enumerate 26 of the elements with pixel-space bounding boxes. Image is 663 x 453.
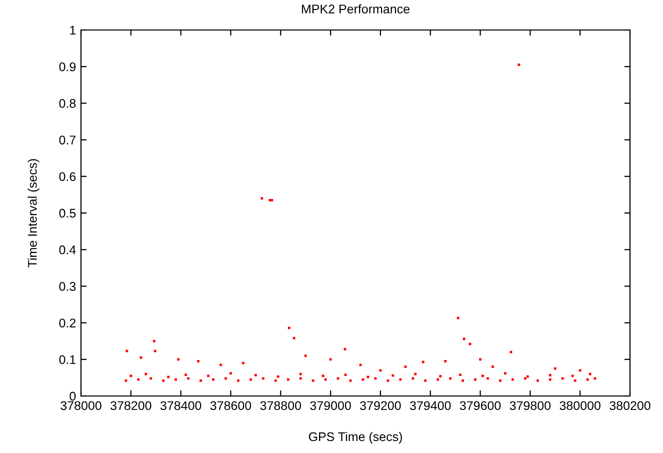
y-tick-label: 0 <box>70 392 76 401</box>
x-tick-label: 379600 <box>460 401 501 410</box>
x-tick-label: 378000 <box>60 401 102 410</box>
y-tick-label: 0.6 <box>59 172 76 182</box>
y-tick-label: 1 <box>70 26 76 35</box>
x-tick-label: 378800 <box>260 401 302 410</box>
x-tick-label: 380200 <box>610 401 650 410</box>
y-tick-label: 0.2 <box>59 318 76 328</box>
y-tick-label: 0.1 <box>59 355 76 364</box>
y-tick-label: 0.4 <box>59 245 76 254</box>
x-tick-label: 379000 <box>310 401 351 410</box>
y-tick-label: 0.7 <box>59 136 76 144</box>
x-tick-label: 378200 <box>110 401 152 410</box>
x-tick-label: 378600 <box>210 401 252 410</box>
x-tick-label: 380000 <box>560 401 600 410</box>
y-tick-label: 0.3 <box>59 282 76 291</box>
x-tick-label: 379800 <box>510 401 551 410</box>
x-tick-label: 379200 <box>360 401 401 410</box>
y-tick-label: 0.9 <box>59 62 76 72</box>
x-tick-label: 378400 <box>160 401 202 410</box>
x-tick-label: 379400 <box>410 401 451 410</box>
y-tick-label: 0.8 <box>59 99 76 108</box>
y-axis-title: Time Interval (secs) <box>28 159 40 268</box>
x-axis-title: GPS Time (secs) <box>308 432 402 444</box>
chart-title: MPK2 Performance <box>302 4 410 14</box>
y-tick-label: 0.5 <box>59 208 76 218</box>
